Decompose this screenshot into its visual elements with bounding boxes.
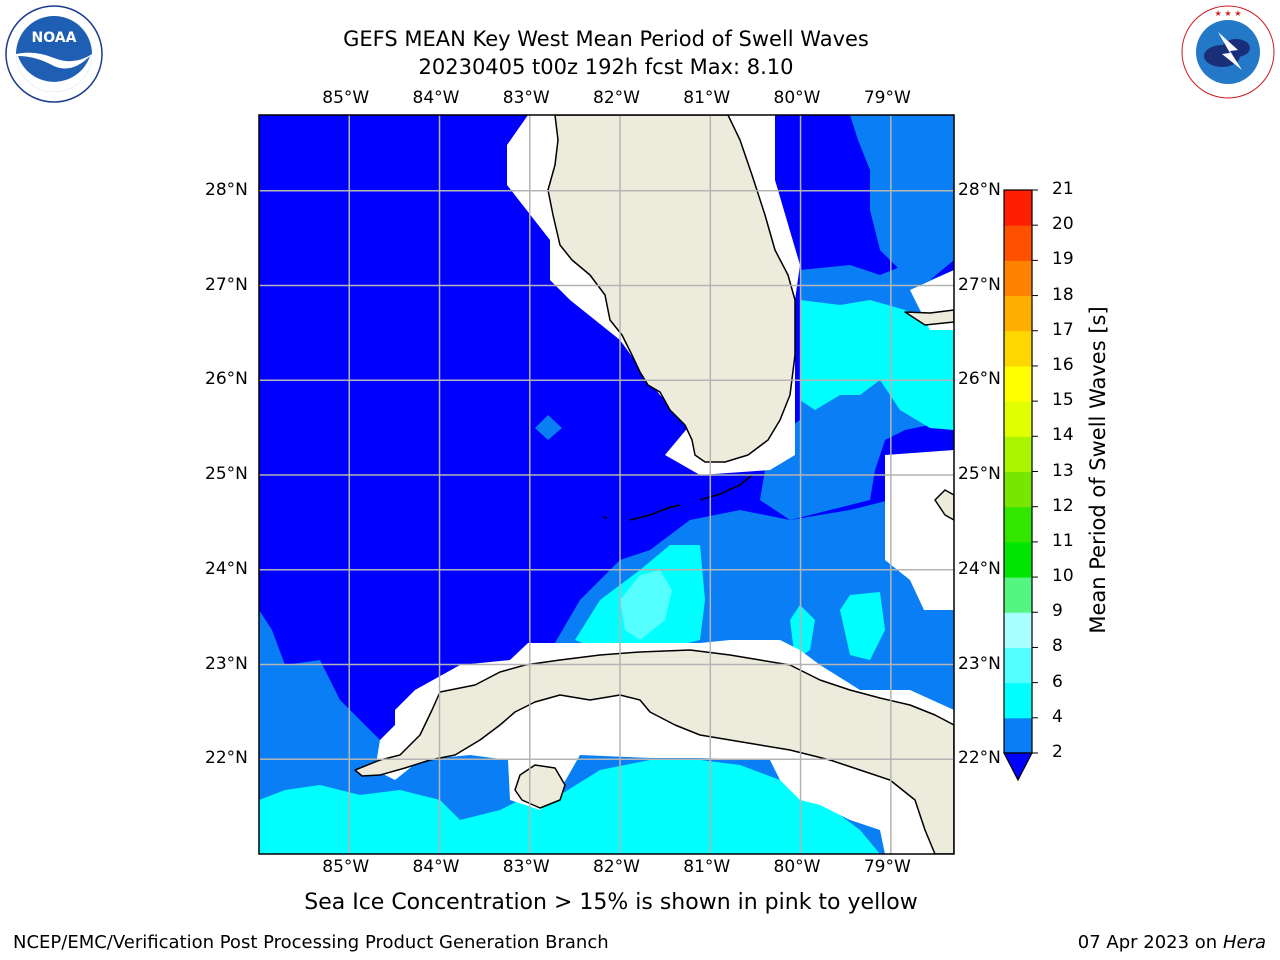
sea-ice-note: Sea Ice Concentration > 15% is shown in … xyxy=(304,890,918,915)
footer-branch: NCEP/EMC/Verification Post Processing Pr… xyxy=(13,932,609,953)
andros-island xyxy=(934,489,954,521)
colorbar-tick-label: 15 xyxy=(1052,390,1074,411)
lat-tick-label-left: 25°N xyxy=(205,464,248,485)
lat-tick-label-right: 28°N xyxy=(958,179,1001,200)
footer-date: 07 Apr 2023 on Hera xyxy=(1078,932,1266,953)
lat-tick-label-left: 23°N xyxy=(205,653,248,674)
lon-tick-label-top: 84°W xyxy=(412,88,460,108)
lat-tick-label-right: 25°N xyxy=(958,464,1001,485)
isle-of-youth xyxy=(514,764,566,809)
florida-landmass xyxy=(547,115,796,463)
colorbar-tick-label: 13 xyxy=(1052,460,1074,481)
lat-tick-label-left: 22°N xyxy=(205,748,248,769)
chart-title: GEFS MEAN Key West Mean Period of Swell … xyxy=(343,27,869,51)
lon-tick-label-bottom: 82°W xyxy=(593,857,640,877)
lat-tick-label-left: 26°N xyxy=(205,369,248,390)
colorbar-tick-label: 14 xyxy=(1052,425,1074,446)
colorbar-tick-label: 2 xyxy=(1052,742,1063,762)
colorbar-tick-label: 21 xyxy=(1052,179,1074,199)
lon-tick-label-top: 80°W xyxy=(773,88,821,108)
colorbar-tick-label: 16 xyxy=(1052,354,1074,375)
lon-tick-label-bottom: 83°W xyxy=(502,857,550,877)
field-8-9 xyxy=(620,570,672,640)
noaa-logo-text: NOAA xyxy=(32,30,77,46)
colorbar-tick-label: 17 xyxy=(1052,319,1074,340)
lon-tick-label-bottom: 85°W xyxy=(322,857,370,877)
colorbar-tick-label: 9 xyxy=(1052,601,1063,622)
lon-tick-label-bottom: 79°W xyxy=(863,857,911,877)
lat-tick-label-right: 26°N xyxy=(958,369,1001,390)
colorbar-tick-label: 8 xyxy=(1052,636,1063,657)
colorbar-tick-label: 11 xyxy=(1052,530,1074,551)
colorbar-tick-label: 4 xyxy=(1052,706,1063,727)
footer-machine: Hera xyxy=(1222,932,1266,953)
chart-subtitle: 20230405 t00z 192h fcst Max: 8.10 xyxy=(418,55,794,79)
lat-tick-label-left: 28°N xyxy=(205,179,248,200)
colorbar-tick-label: 12 xyxy=(1052,495,1074,516)
lon-tick-label-bottom: 84°W xyxy=(412,857,460,877)
lon-tick-label-top: 83°W xyxy=(502,88,550,108)
lat-tick-label-right: 24°N xyxy=(958,558,1001,579)
footer-date-text: 07 Apr 2023 on xyxy=(1077,932,1218,953)
lon-tick-label-top: 82°W xyxy=(593,88,640,108)
lon-tick-label-bottom: 81°W xyxy=(683,857,731,877)
lon-tick-label-bottom: 80°W xyxy=(773,857,821,877)
lon-tick-label-top: 85°W xyxy=(322,88,370,108)
map-frame xyxy=(258,114,955,855)
colorbar-tick-label: 19 xyxy=(1052,249,1074,270)
lat-tick-label-left: 27°N xyxy=(205,274,248,295)
lat-tick-label-right: 27°N xyxy=(958,274,1001,295)
gridlines xyxy=(259,115,954,854)
land xyxy=(354,115,954,854)
colorbar-tick-label: 18 xyxy=(1052,284,1074,305)
noaa-logo: NOAA xyxy=(5,5,103,103)
nws-logo: ★ ★ ★ xyxy=(1181,5,1275,99)
lon-tick-label-top: 81°W xyxy=(683,88,731,108)
svg-text:★ ★ ★: ★ ★ ★ xyxy=(1214,9,1241,18)
colorbar-tick-label: 6 xyxy=(1052,671,1063,692)
lon-tick-label-top: 79°W xyxy=(863,88,911,108)
colorbar-tick-label: 20 xyxy=(1052,214,1074,235)
lat-tick-label-right: 23°N xyxy=(958,653,1001,674)
grand-bahama xyxy=(904,309,954,326)
lat-tick-label-left: 24°N xyxy=(205,558,248,579)
colorbar-title: Mean Period of Swell Waves [s] xyxy=(1086,306,1110,634)
colorbar-tick-label: 10 xyxy=(1052,566,1074,587)
lat-tick-label-right: 22°N xyxy=(958,748,1001,769)
field-6-8 xyxy=(259,300,954,854)
